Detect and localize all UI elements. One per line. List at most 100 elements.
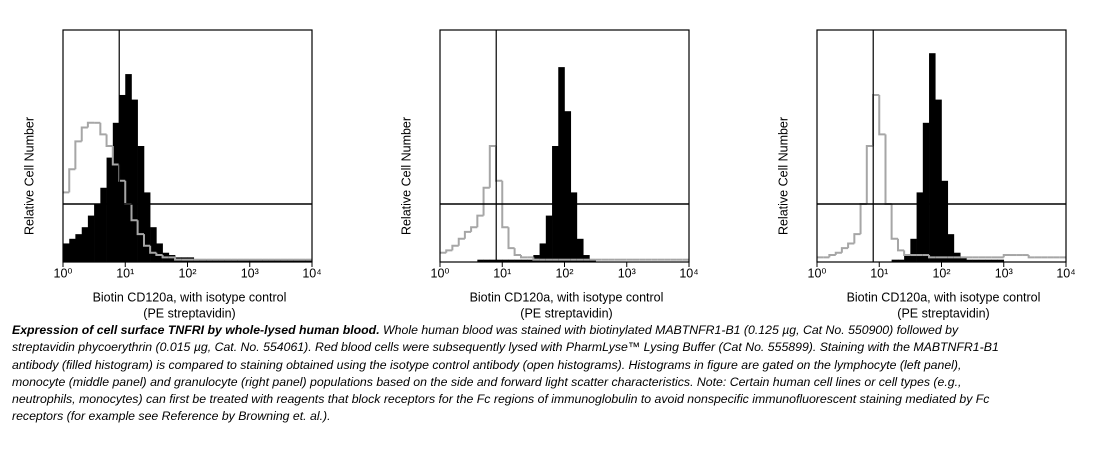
histogram-step bbox=[859, 203, 867, 235]
histogram-bar bbox=[545, 215, 553, 262]
histogram-bar bbox=[947, 234, 955, 262]
x-tick-label: 10² bbox=[932, 266, 950, 280]
histogram-bar bbox=[997, 259, 1005, 262]
histogram-bar bbox=[520, 259, 528, 262]
histogram-bar bbox=[502, 259, 509, 262]
histogram-bar bbox=[897, 259, 905, 262]
x-tick-label: 10² bbox=[178, 266, 196, 280]
histogram-bar bbox=[972, 259, 980, 262]
histogram-bar bbox=[891, 259, 899, 262]
x-tick-label: 10⁴ bbox=[679, 266, 698, 280]
histogram-bar bbox=[489, 259, 497, 262]
histogram-step bbox=[513, 248, 521, 257]
histogram-bar bbox=[966, 259, 973, 262]
histogram-bar bbox=[922, 122, 930, 262]
histogram-step bbox=[74, 140, 82, 170]
caption-title: Expression of cell surface TNFRI by whol… bbox=[12, 323, 380, 337]
histogram-bar bbox=[570, 192, 578, 262]
histogram-bar bbox=[243, 259, 251, 262]
histogram-step bbox=[865, 145, 874, 204]
histogram-bar bbox=[287, 259, 294, 262]
histogram-step bbox=[840, 247, 849, 253]
histogram-bar bbox=[483, 259, 491, 262]
histogram-bar bbox=[193, 259, 201, 262]
histogram-bar bbox=[224, 259, 232, 262]
histogram-step bbox=[86, 121, 95, 128]
histogram-bar bbox=[268, 259, 275, 262]
histogram-step bbox=[445, 249, 453, 253]
histogram-bar bbox=[143, 192, 151, 262]
histogram-bar bbox=[527, 259, 534, 262]
panel: 10⁰ 10¹ 10² 10³ 10⁴ Biotin CD120a, with isoty… bbox=[22, 29, 322, 320]
histogram-bar bbox=[576, 238, 584, 262]
histogram-step bbox=[155, 252, 163, 257]
x-tick-label: 10¹ bbox=[493, 266, 511, 280]
x-tick-label: 10¹ bbox=[870, 266, 888, 280]
histogram-step bbox=[457, 237, 465, 246]
histogram-bar bbox=[985, 259, 992, 262]
x-tick-label: 10¹ bbox=[116, 266, 134, 280]
histogram-bar bbox=[206, 259, 213, 262]
histogram-bar bbox=[255, 259, 263, 262]
x-tick-label: 10³ bbox=[618, 266, 636, 280]
histogram-step bbox=[80, 126, 88, 142]
caption-text: Whole human blood was stained with bioti… bbox=[12, 323, 999, 424]
y-axis-label: Relative Cell Number bbox=[776, 117, 790, 235]
histogram-step bbox=[111, 146, 120, 166]
histogram-step bbox=[884, 134, 892, 205]
y-axis-label: Relative Cell Number bbox=[22, 117, 36, 235]
histogram-bar bbox=[508, 259, 515, 262]
histogram-bar bbox=[293, 259, 300, 262]
y-axis-label: Relative Cell Number bbox=[399, 117, 413, 235]
histogram-bar bbox=[218, 259, 226, 262]
histogram-bar bbox=[199, 259, 207, 262]
histogram-bar bbox=[916, 192, 924, 262]
histogram-step bbox=[174, 257, 182, 261]
histogram-bar bbox=[212, 259, 219, 262]
histogram-bar bbox=[94, 204, 101, 262]
x-axis-label: (PE streptavidin) bbox=[520, 306, 612, 320]
x-axis-label: (PE streptavidin) bbox=[143, 306, 235, 320]
histogram-bar bbox=[589, 259, 596, 262]
histogram-step bbox=[130, 204, 138, 222]
x-axis-label: (PE streptavidin) bbox=[897, 306, 989, 320]
histogram-bar bbox=[262, 259, 269, 262]
histogram-bar bbox=[299, 259, 307, 262]
histogram-bar bbox=[496, 259, 503, 262]
histogram-bar bbox=[249, 259, 257, 262]
histogram-step bbox=[161, 255, 169, 259]
histogram-bar bbox=[69, 238, 76, 262]
histogram-bar bbox=[941, 180, 949, 262]
histogram-step bbox=[903, 250, 911, 257]
histogram-step bbox=[1002, 254, 1010, 258]
histogram-step bbox=[890, 204, 898, 240]
histogram-step bbox=[470, 226, 478, 232]
histogram-step bbox=[463, 230, 472, 239]
histogram-step bbox=[105, 134, 113, 147]
histogram-step bbox=[507, 227, 515, 250]
histogram-bar bbox=[904, 255, 911, 262]
x-tick-label: 10⁰ bbox=[431, 266, 450, 280]
histogram-step bbox=[828, 254, 836, 258]
histogram-step bbox=[1027, 255, 1035, 259]
histogram-step bbox=[476, 214, 484, 228]
histogram-step bbox=[136, 220, 144, 236]
histogram-bar bbox=[280, 259, 288, 262]
histogram-bar bbox=[87, 215, 95, 262]
histogram-bar bbox=[119, 94, 126, 263]
histogram-bar bbox=[533, 255, 540, 262]
histogram-bar bbox=[514, 259, 522, 262]
histogram-bar bbox=[910, 238, 917, 262]
histogram-step bbox=[501, 180, 509, 229]
histogram-step bbox=[896, 238, 905, 252]
histogram-step bbox=[878, 94, 886, 136]
x-tick-label: 10⁰ bbox=[54, 266, 73, 280]
histogram-step bbox=[451, 244, 459, 251]
histogram-bar bbox=[156, 243, 163, 262]
x-axis-label: Biotin CD120a, with isotype control bbox=[93, 290, 287, 304]
x-axis-label: Biotin CD120a, with isotype control bbox=[847, 290, 1041, 304]
histogram-bar bbox=[81, 227, 89, 262]
histogram-step bbox=[853, 233, 861, 244]
histogram-step bbox=[495, 146, 503, 182]
histogram-step bbox=[847, 242, 855, 249]
